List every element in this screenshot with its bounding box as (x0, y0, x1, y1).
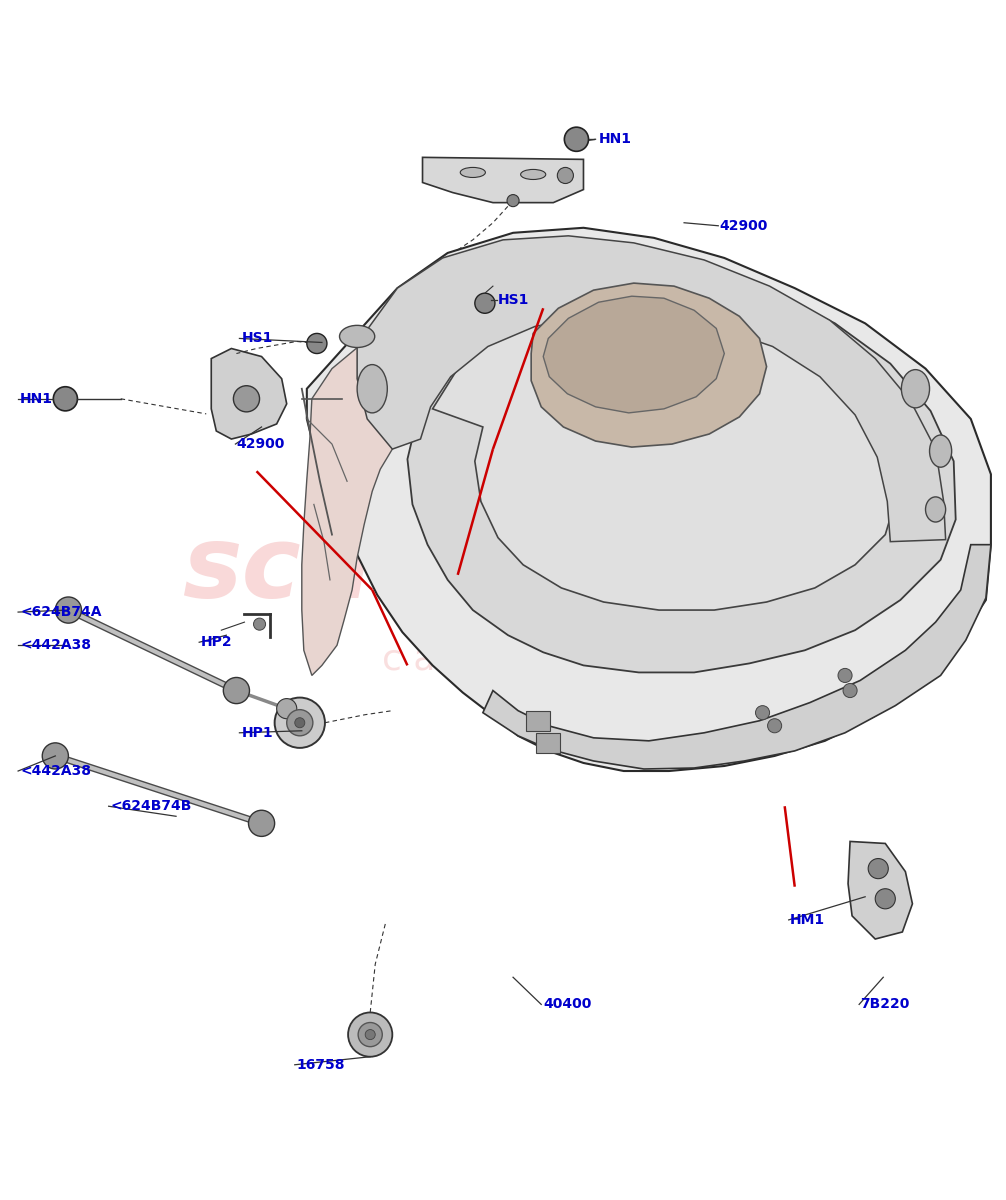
Ellipse shape (461, 168, 485, 178)
Bar (827, 572, 865, 610)
Bar (674, 496, 712, 534)
Text: 40400: 40400 (543, 997, 592, 1012)
Text: 42900: 42900 (719, 218, 768, 233)
Bar (750, 496, 789, 534)
Circle shape (756, 706, 770, 720)
Circle shape (307, 334, 327, 354)
Circle shape (42, 743, 68, 769)
Polygon shape (423, 157, 583, 203)
Bar (750, 419, 789, 457)
Circle shape (875, 889, 895, 908)
Circle shape (277, 698, 297, 719)
Text: 7B220: 7B220 (860, 997, 909, 1012)
Bar (712, 380, 750, 419)
Circle shape (55, 596, 81, 623)
Polygon shape (531, 283, 767, 448)
Text: HS1: HS1 (241, 331, 273, 346)
Text: HP2: HP2 (201, 635, 232, 649)
Circle shape (295, 718, 305, 727)
Ellipse shape (521, 169, 546, 180)
Bar (789, 380, 827, 419)
Circle shape (838, 668, 852, 683)
Circle shape (564, 127, 589, 151)
Bar (865, 380, 903, 419)
Bar (712, 457, 750, 496)
Text: c a r  p a r t s: c a r p a r t s (382, 643, 624, 677)
Polygon shape (302, 329, 428, 676)
Polygon shape (307, 228, 991, 772)
Circle shape (53, 386, 77, 410)
Bar (526, 710, 550, 731)
Bar (712, 534, 750, 572)
Bar (674, 572, 712, 610)
Text: HN1: HN1 (599, 132, 632, 146)
Polygon shape (433, 292, 897, 610)
Bar (827, 496, 865, 534)
Circle shape (768, 719, 782, 733)
Polygon shape (543, 296, 724, 413)
Bar (865, 534, 903, 572)
Circle shape (254, 618, 266, 630)
Bar (789, 457, 827, 496)
Circle shape (475, 293, 495, 313)
Circle shape (507, 194, 519, 206)
Polygon shape (342, 253, 956, 672)
Polygon shape (848, 841, 912, 940)
Text: <442A38: <442A38 (20, 638, 92, 653)
Circle shape (223, 678, 249, 703)
Text: scuderia: scuderia (182, 521, 663, 618)
Circle shape (348, 1013, 392, 1057)
Circle shape (868, 858, 888, 878)
Text: HM1: HM1 (790, 913, 825, 926)
Polygon shape (483, 545, 991, 769)
Circle shape (287, 709, 313, 736)
Bar (674, 419, 712, 457)
Text: 42900: 42900 (236, 437, 285, 451)
Circle shape (365, 1030, 375, 1039)
Text: HN1: HN1 (20, 391, 53, 406)
Ellipse shape (930, 436, 952, 467)
Ellipse shape (357, 365, 387, 413)
Bar (865, 457, 903, 496)
Circle shape (233, 385, 260, 412)
Text: HS1: HS1 (498, 293, 529, 307)
Circle shape (275, 697, 325, 748)
Circle shape (358, 1022, 382, 1046)
Text: <624B74A: <624B74A (20, 605, 102, 619)
Ellipse shape (926, 497, 946, 522)
Circle shape (557, 168, 573, 184)
Text: <442A38: <442A38 (20, 764, 92, 778)
Circle shape (843, 684, 857, 697)
Circle shape (248, 810, 275, 836)
Bar (827, 419, 865, 457)
Bar (750, 572, 789, 610)
Polygon shape (211, 348, 287, 439)
Text: 16758: 16758 (297, 1057, 345, 1072)
Text: <624B74B: <624B74B (111, 799, 192, 814)
Text: HP1: HP1 (241, 726, 273, 739)
Bar (789, 534, 827, 572)
Ellipse shape (339, 325, 374, 348)
Bar (536, 733, 560, 752)
Polygon shape (357, 236, 946, 541)
Ellipse shape (901, 370, 930, 408)
